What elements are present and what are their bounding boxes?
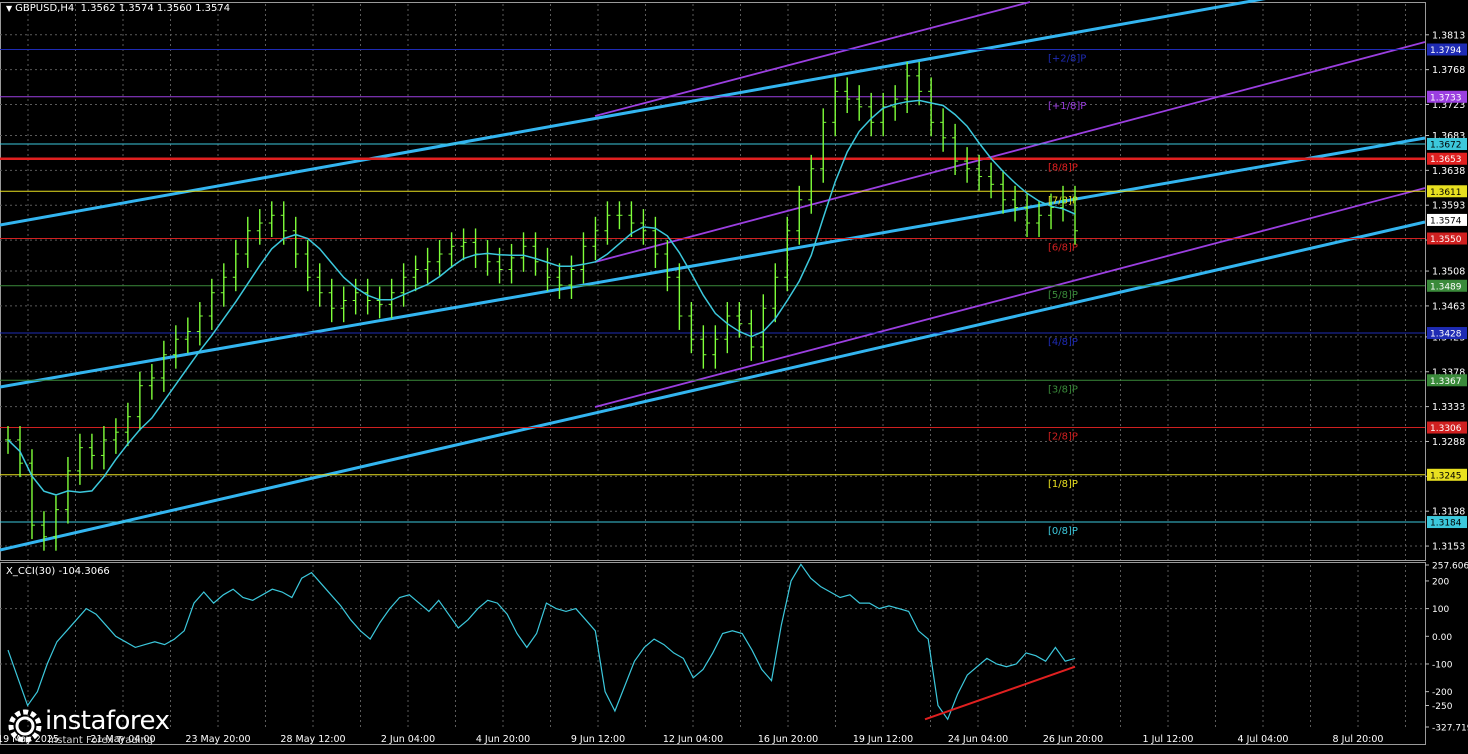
x-tick-label: 24 Jun 04:00 xyxy=(948,734,1008,745)
level-price-tag xyxy=(1427,421,1467,434)
level-tag-label: [+2/8]P xyxy=(1048,54,1086,65)
purple-middle-line xyxy=(594,41,1426,263)
y-tick-label: 1.3683 xyxy=(1432,131,1465,142)
level-price-tag xyxy=(1427,43,1467,56)
dropdown-triangle-icon[interactable]: ▼ xyxy=(6,4,13,13)
x-tick-label: 4 Jun 20:00 xyxy=(476,734,530,745)
cci-header: X_CCI(30) -104.3066 xyxy=(6,566,110,577)
level-price-label: 1.3306 xyxy=(1430,424,1462,434)
brand-tagline: Instant Forex Trading xyxy=(48,735,154,746)
level-tag-label: [8/8]P xyxy=(1048,163,1078,174)
level-price-tag xyxy=(1427,327,1467,340)
level-price-label: 1.3550 xyxy=(1430,235,1462,245)
y-tick-label: 1.3378 xyxy=(1432,367,1465,378)
current-price-label: 1.3574 xyxy=(1430,216,1462,226)
purple-upper-line xyxy=(594,1,1031,117)
cci-line xyxy=(7,563,1076,721)
x-tick-label: 8 Jul 20:00 xyxy=(1333,734,1384,745)
level-tag-label: [6/8]P xyxy=(1048,243,1078,254)
moving-average-line xyxy=(7,99,1076,496)
level-tag-label: [4/8]P xyxy=(1048,337,1078,348)
x-tick-label: 4 Jul 04:00 xyxy=(1238,734,1289,745)
cci-y-tick-label: -200 xyxy=(1432,688,1453,698)
level-tag-label: [1/8]P xyxy=(1048,479,1078,490)
level-price-label: 1.3653 xyxy=(1430,155,1462,165)
x-tick-label: 12 Jun 04:00 xyxy=(663,734,723,745)
y-tick-label: 1.3508 xyxy=(1432,267,1465,278)
x-tick-label: 9 Jun 12:00 xyxy=(571,734,625,745)
level-price-label: 1.3245 xyxy=(1430,471,1462,481)
x-tick-label: 23 May 20:00 xyxy=(185,734,250,745)
x-tick-label: 26 Jun 20:00 xyxy=(1043,734,1103,745)
level-price-tag xyxy=(1427,516,1467,529)
current-price-tag xyxy=(1427,213,1467,226)
brand-name: instaforex xyxy=(45,706,170,736)
symbol-label: GBPUSD,H4 xyxy=(15,3,75,14)
level-price-label: 1.3367 xyxy=(1430,377,1462,387)
level-tag-label: [0/8]P xyxy=(1048,526,1078,537)
y-tick-label: 1.3593 xyxy=(1432,201,1465,212)
cci-y-tick-label: -327.719 xyxy=(1432,724,1468,734)
level-price-label: 1.3184 xyxy=(1430,519,1462,529)
cci-y-tick-label: 100 xyxy=(1432,605,1449,615)
middle-channel-line xyxy=(0,136,1426,389)
x-tick-label: 2 Jun 04:00 xyxy=(381,734,435,745)
x-tick-label: 19 Jun 12:00 xyxy=(853,734,913,745)
level-tag-label: [+1/8]P xyxy=(1048,101,1086,112)
level-tag-label: [3/8]P xyxy=(1048,384,1078,395)
level-tag-label: [5/8]P xyxy=(1048,290,1078,301)
level-price-tag xyxy=(1427,185,1467,198)
level-price-tag xyxy=(1427,90,1467,103)
level-price-tag xyxy=(1427,279,1467,292)
level-price-label: 1.3672 xyxy=(1430,141,1462,151)
level-price-tag xyxy=(1427,152,1467,165)
cci-y-tick-label: 200 xyxy=(1432,577,1449,587)
cci-panel-frame xyxy=(0,562,1426,745)
y-tick-label: 1.3723 xyxy=(1432,100,1465,111)
level-price-label: 1.3611 xyxy=(1430,188,1462,198)
level-price-tag xyxy=(1427,232,1467,245)
level-price-label: 1.3733 xyxy=(1430,93,1462,103)
cci-y-tick-label: -250 xyxy=(1432,702,1453,712)
cci-y-tick-label: 0.00 xyxy=(1432,633,1452,643)
upper-channel-line xyxy=(0,0,1266,227)
y-tick-label: 1.3768 xyxy=(1432,65,1465,76)
cci-y-tick-label: 257.6065 xyxy=(1432,562,1468,572)
instaforex-logo: instaforex Instant Forex Trading xyxy=(4,704,179,748)
main-panel-frame xyxy=(0,2,1426,561)
level-tag-label: [2/8]P xyxy=(1048,432,1078,443)
x-tick-label: 1 Jul 12:00 xyxy=(1143,734,1194,745)
level-price-tag xyxy=(1427,138,1467,151)
y-tick-label: 1.3153 xyxy=(1432,542,1465,553)
level-price-tag xyxy=(1427,468,1467,481)
level-price-label: 1.3794 xyxy=(1430,46,1462,56)
gear-logo-icon xyxy=(8,709,42,743)
y-tick-label: 1.3198 xyxy=(1432,507,1465,518)
lower-channel-line xyxy=(0,220,1426,552)
level-price-tag xyxy=(1427,374,1467,387)
x-tick-label: 21 May 04:00 xyxy=(90,734,155,745)
level-price-label: 1.3428 xyxy=(1430,330,1462,340)
cci-divergence-line xyxy=(924,665,1076,721)
y-tick-label: 1.3333 xyxy=(1432,402,1465,413)
y-tick-label: 1.3463 xyxy=(1432,301,1465,312)
ohlc-values: 1.3562 1.3574 1.3560 1.3574 xyxy=(80,3,231,14)
purple-lower-line xyxy=(594,187,1426,408)
chart-header: ▼ GBPUSD,H4 1.3562 1.3574 1.3560 1.3574 xyxy=(6,3,230,14)
x-tick-label: 28 May 12:00 xyxy=(280,734,345,745)
level-price-label: 1.3489 xyxy=(1430,282,1462,292)
x-tick-label: 16 Jun 20:00 xyxy=(758,734,818,745)
cci-y-tick-label: -100 xyxy=(1432,660,1453,670)
y-tick-label: 1.3288 xyxy=(1432,437,1465,448)
y-tick-label: 1.3638 xyxy=(1432,166,1465,177)
y-tick-label: 1.3813 xyxy=(1432,30,1465,41)
